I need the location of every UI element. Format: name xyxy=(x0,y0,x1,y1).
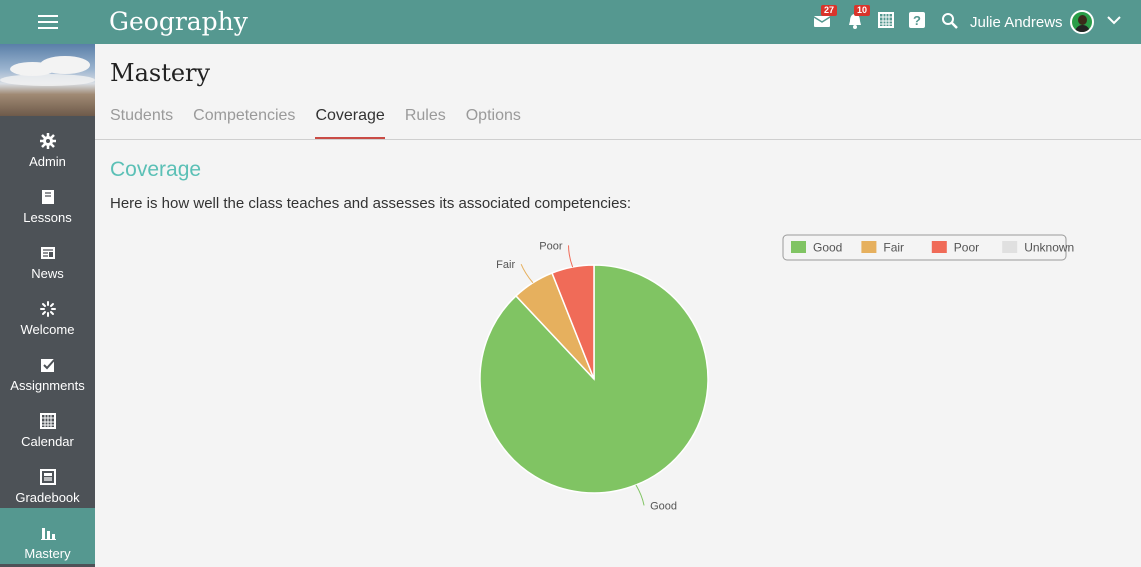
sidebar-item-label: Welcome xyxy=(20,322,75,337)
help-button[interactable]: ? xyxy=(909,12,929,32)
legend-swatch-poor xyxy=(931,241,947,253)
legend-swatch-unknown xyxy=(1002,241,1018,253)
sidebar-item-label: Lessons xyxy=(23,210,72,225)
avatar[interactable] xyxy=(1070,10,1094,34)
chart-legend xyxy=(782,234,1067,261)
checkbox-icon xyxy=(40,358,56,372)
search-icon xyxy=(942,13,958,29)
legend-label-good: Good xyxy=(813,241,842,255)
sidebar-item-admin[interactable]: Admin xyxy=(0,116,95,172)
pie-label-good: Good xyxy=(650,500,677,512)
gradebook-icon xyxy=(39,469,56,485)
tab-bar: Students Competencies Coverage Rules Opt… xyxy=(110,106,541,140)
calendar-button[interactable] xyxy=(878,12,898,32)
help-icon: ? xyxy=(909,12,925,28)
legend-swatch-good xyxy=(791,241,806,253)
sidebar-item-label: News xyxy=(31,266,64,281)
chevron-down-icon xyxy=(1107,16,1121,25)
sidebar-item-label: Mastery xyxy=(24,546,71,561)
calendar-icon xyxy=(39,413,56,429)
tab-coverage[interactable]: Coverage xyxy=(315,106,386,140)
sidebar-item-calendar[interactable]: Calendar xyxy=(0,396,95,452)
notifications-button[interactable]: 10 xyxy=(846,5,871,32)
sidebar-item-label: Admin xyxy=(29,154,66,169)
sidebar-item-label: Calendar xyxy=(21,434,74,449)
tab-options[interactable]: Options xyxy=(465,107,521,124)
search-button[interactable] xyxy=(941,12,961,32)
pie-slice-poor xyxy=(551,264,595,380)
hamburger-icon xyxy=(37,15,58,29)
sidebar-item-gradebook[interactable]: Gradebook xyxy=(0,452,95,508)
top-bar: Geography 27 10 ? Julie Andrews xyxy=(0,0,1141,44)
sidebar-item-mastery[interactable]: Mastery xyxy=(0,508,95,564)
section-description: Here is how well the class teaches and a… xyxy=(110,195,632,212)
class-banner-image xyxy=(0,44,95,116)
legend-label-poor: Poor xyxy=(954,241,979,255)
sidebar: Admin Lessons News Welcome Assignments C… xyxy=(0,44,95,567)
envelope-icon xyxy=(813,16,831,27)
user-menu-chevron[interactable] xyxy=(1106,12,1124,30)
section-title: Coverage xyxy=(110,158,202,181)
pie-leader-fair xyxy=(520,263,534,284)
messages-button[interactable]: 27 xyxy=(813,5,838,32)
tab-students[interactable]: Students xyxy=(110,107,174,124)
svg-text:?: ? xyxy=(913,13,921,28)
sidebar-item-label: Assignments xyxy=(10,378,85,393)
tab-rules[interactable]: Rules xyxy=(404,107,446,124)
messages-badge: 27 xyxy=(821,5,838,16)
notifications-badge: 10 xyxy=(854,5,871,16)
sidebar-item-assignments[interactable]: Assignments xyxy=(0,340,95,396)
page-title: Mastery xyxy=(110,59,211,87)
pie-leader-poor xyxy=(568,245,574,268)
tab-divider xyxy=(95,139,1141,140)
legend-label-fair: Fair xyxy=(883,241,904,255)
coverage-pie-chart: Good Fair Poor Good Fair Poor Unknown xyxy=(479,234,1074,512)
user-name[interactable]: Julie Andrews xyxy=(970,14,1063,31)
pie-leader-good xyxy=(635,484,645,506)
sidebar-item-lessons[interactable]: Lessons xyxy=(0,172,95,228)
calendar-grid-icon xyxy=(878,12,894,28)
sidebar-item-label: Gradebook xyxy=(15,490,80,505)
bar-chart-icon xyxy=(40,528,56,540)
main-content: Mastery Students Competencies Coverage R… xyxy=(95,44,1141,567)
pie-label-poor: Poor xyxy=(539,240,563,252)
app-title: Geography xyxy=(109,7,248,36)
pie-label-fair: Fair xyxy=(496,259,515,271)
spinner-icon xyxy=(39,301,56,317)
sidebar-item-news[interactable]: News xyxy=(0,228,95,284)
book-icon xyxy=(41,190,54,204)
sidebar-item-welcome[interactable]: Welcome xyxy=(0,284,95,340)
legend-swatch-fair xyxy=(861,241,877,253)
menu-button[interactable] xyxy=(0,0,95,44)
newspaper-icon xyxy=(40,247,55,259)
tab-competencies[interactable]: Competencies xyxy=(193,107,296,124)
gear-icon xyxy=(39,133,56,149)
bell-icon xyxy=(849,14,861,29)
legend-label-unknown: Unknown xyxy=(1024,241,1074,255)
